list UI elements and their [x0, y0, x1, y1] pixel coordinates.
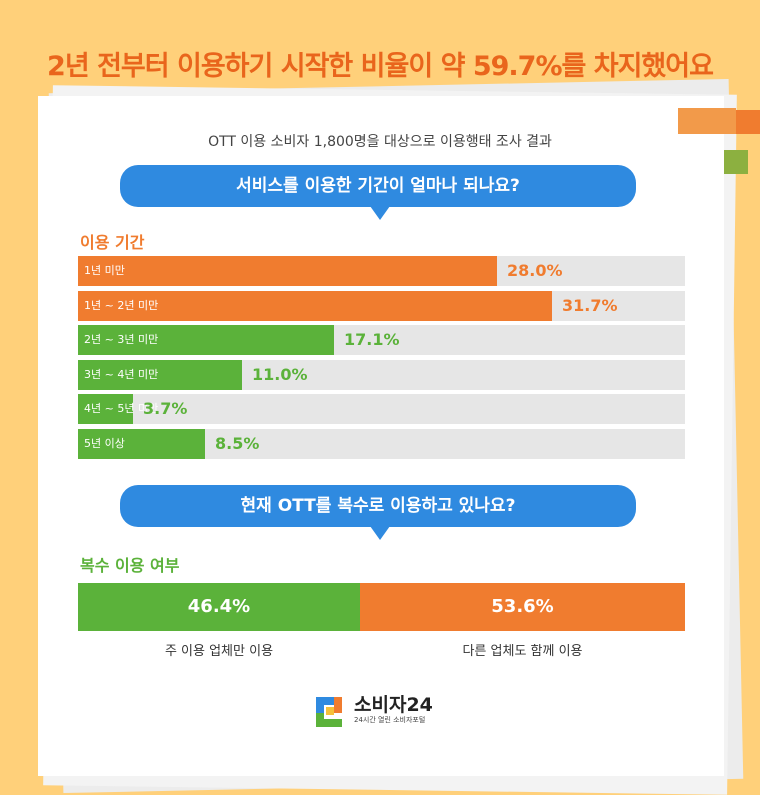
question-multi-use-text: 현재 OTT를 복수로 이용하고 있나요? [240, 496, 516, 516]
duration-category-label: 5년 이상 [84, 436, 125, 450]
duration-bar [78, 325, 334, 355]
duration-category-label: 2년 ~ 3년 미만 [84, 333, 159, 346]
consumer24-logo: 소비자24 24시간 열린 소비자포털 [312, 690, 462, 734]
duration-category-label: 1년 미만 [84, 264, 125, 277]
multi-use-category-label: 주 이용 업체만 이용 [164, 644, 274, 659]
duration-bar [78, 394, 133, 424]
consumer24-logo-icon [316, 697, 342, 727]
duration-value-label: 28.0% [507, 261, 563, 280]
orange-square-decoration [736, 110, 760, 134]
multi-use-segment: 46.4% [78, 583, 360, 631]
survey-subtitle: OTT 이용 소비자 1,800명을 대상으로 이용행태 조사 결과 [208, 134, 552, 150]
duration-bar-row: 1년 미만 28.0% [78, 256, 685, 286]
duration-bar [78, 428, 205, 459]
duration-category-label: 3년 ~ 4년 미만 [84, 367, 159, 381]
duration-bar-row: 4년 ~ 5년 미만 3.7% [78, 394, 685, 424]
duration-value-label: 17.1% [344, 330, 400, 349]
duration-chart-title: 이용 기간 [80, 233, 145, 252]
duration-category-label: 4년 ~ 5년 미만 [84, 402, 159, 415]
duration-bar-row: 1년 ~ 2년 미만 31.7% [78, 290, 685, 321]
question-duration-text: 서비스를 이용한 기간이 얼마나 되나요? [236, 176, 520, 196]
multi-use-stacked-bar: 46.4% 53.6% [78, 583, 685, 631]
duration-bar [78, 290, 552, 321]
duration-bar-row: 2년 ~ 3년 미만 17.1% [78, 325, 685, 355]
duration-value-label: 3.7% [143, 399, 188, 418]
duration-bar [78, 256, 497, 286]
multi-use-chart-title: 복수 이용 여부 [80, 556, 180, 575]
logo-name: 소비자24 [354, 694, 433, 716]
duration-bar-row: 3년 ~ 4년 미만 11.0% [78, 359, 685, 390]
multi-use-segment: 53.6% [360, 583, 685, 631]
green-square-decoration [724, 150, 748, 174]
orange-tab-decoration [678, 108, 736, 134]
page-headline: 2년 전부터 이용하기 시작한 비율이 약 59.7%를 차지했어요 [47, 51, 714, 82]
duration-value-label: 8.5% [215, 433, 260, 453]
question-bubble-multi-use: 현재 OTT를 복수로 이용하고 있나요? [120, 485, 636, 527]
bubble-tail [370, 526, 390, 540]
duration-bar [78, 359, 242, 390]
duration-value-label: 31.7% [562, 295, 618, 315]
duration-value-label: 11.0% [252, 364, 308, 384]
logo-tagline: 24시간 열린 소비자포털 [354, 716, 426, 724]
duration-category-label: 1년 ~ 2년 미만 [84, 298, 159, 312]
question-bubble-duration: 서비스를 이용한 기간이 얼마나 되나요? [120, 165, 636, 207]
bubble-tail [370, 206, 390, 220]
multi-use-category-label: 다른 업체도 함께 이용 [462, 644, 583, 659]
duration-bar-row: 5년 이상 8.5% [78, 428, 685, 459]
